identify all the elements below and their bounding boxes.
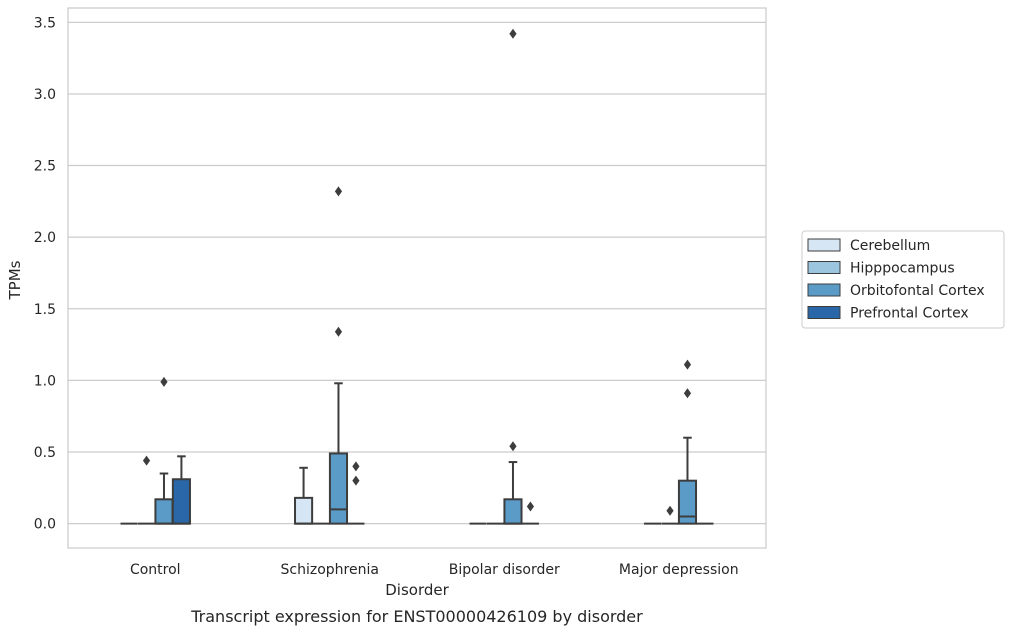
legend-label: Orbitofontal Cortex: [850, 283, 985, 299]
y-tick-label: 1.0: [34, 373, 56, 389]
legend-swatch: [807, 261, 841, 274]
x-tick-label: Bipolar disorder: [449, 562, 560, 578]
outlier-point: [683, 359, 692, 370]
x-axis-label: Disorder: [385, 581, 449, 599]
box: [677, 479, 698, 525]
box-plot: [294, 466, 314, 525]
box-plot: [347, 461, 365, 525]
outlier-point: [352, 461, 360, 472]
box: [154, 498, 174, 525]
chart-caption: Transcript expression for ENST0000042610…: [190, 607, 643, 626]
outlier-point: [666, 505, 674, 516]
outlier-point: [160, 376, 168, 387]
outlier-point: [509, 28, 517, 39]
plot-frame: [67, 7, 767, 549]
gridlines: [68, 21, 766, 525]
x-tick-label: Schizophrenia: [281, 562, 379, 578]
y-tick-labels: 0.0 0.5 1.0 1.5 2.0 2.5 3.0 3.5: [34, 15, 56, 532]
y-tick-label: 0.0: [34, 517, 56, 533]
y-tick-label: 1.5: [34, 302, 56, 318]
box-plot: [677, 359, 698, 525]
legend-swatch: [807, 306, 841, 319]
x-tick-labels: Control Schizophrenia Bipolar disorder Majo…: [130, 562, 739, 578]
legend: Cerebellum Hipppocampus Orbitofontal Corte…: [801, 230, 1005, 329]
outlier-point: [142, 455, 151, 466]
box: [328, 452, 349, 525]
legend-label: Prefrontal Cortex: [850, 306, 969, 322]
y-tick-label: 2.0: [34, 230, 56, 246]
x-tick-label: Major depression: [619, 562, 739, 578]
y-tick-label: 0.5: [34, 445, 56, 461]
box-plot: [521, 501, 539, 525]
y-tick-label: 3.5: [34, 15, 56, 31]
outlier-point: [526, 501, 535, 512]
outlier-point: [352, 475, 360, 486]
legend-frame: [801, 230, 1005, 329]
box-plot: [503, 28, 523, 525]
box-plot: [171, 455, 191, 525]
x-tick-label: Control: [130, 562, 181, 578]
y-axis-label: TPMs: [6, 260, 24, 300]
box-plot: [328, 186, 349, 525]
outlier-point: [509, 441, 517, 452]
boxes: [120, 28, 714, 525]
legend-label: Cerebellum: [850, 238, 930, 254]
legend-label: Hipppocampus: [850, 261, 955, 277]
box: [171, 478, 191, 525]
box: [503, 498, 523, 525]
y-tick-label: 3.0: [34, 87, 56, 103]
outlier-point: [683, 388, 692, 399]
legend-swatch: [807, 283, 841, 297]
outlier-point: [334, 186, 343, 197]
outlier-point: [334, 326, 343, 337]
box-plot: [661, 505, 679, 525]
box-plot: [137, 455, 156, 525]
y-tick-label: 2.5: [34, 159, 56, 175]
box: [294, 496, 314, 525]
legend-swatch: [807, 238, 841, 252]
box-plot: [154, 376, 174, 525]
